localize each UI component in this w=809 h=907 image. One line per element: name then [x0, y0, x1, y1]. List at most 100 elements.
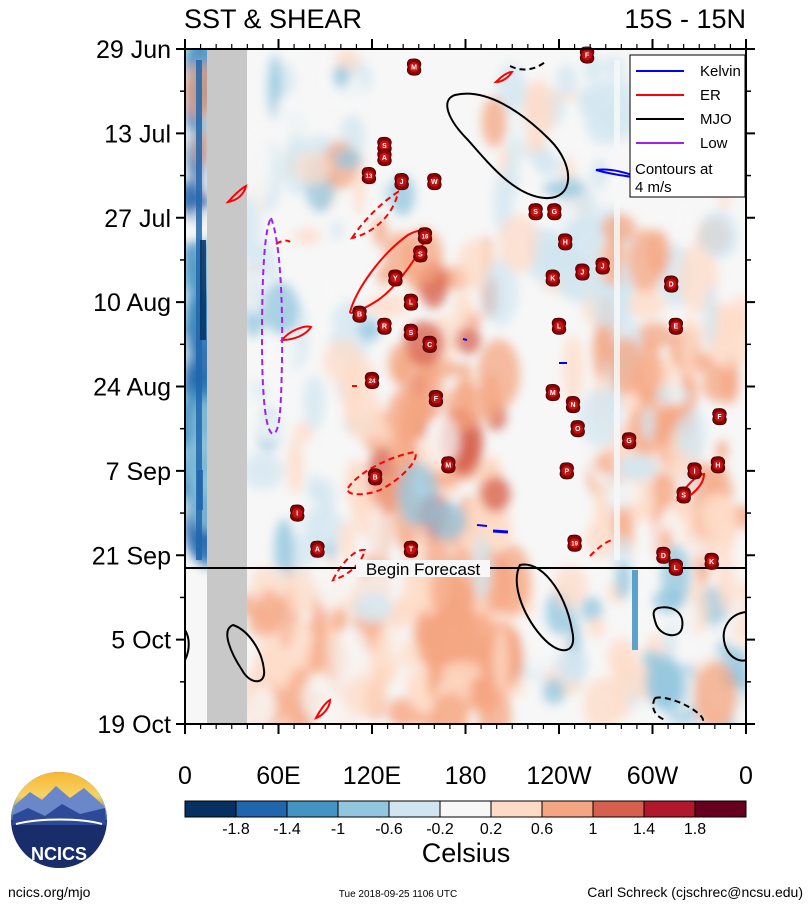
cyclone-marker: M: [406, 58, 422, 76]
cyclone-label: A: [382, 155, 387, 162]
cyclone-label: R: [382, 324, 387, 331]
cyclone-marker: S: [403, 323, 419, 341]
cyclone-label: M: [411, 65, 417, 72]
anomaly-streak: [196, 60, 202, 560]
anomaly-blob: [669, 366, 684, 406]
anomaly-blob: [300, 674, 344, 724]
y-tick-label: 10 Aug: [93, 289, 171, 317]
kelvin-contour: [462, 338, 468, 341]
anomaly-blob: [296, 151, 332, 185]
cyclone-label: L: [409, 300, 414, 307]
cyclone-marker: T: [403, 540, 419, 558]
region-label: 15S - 15N: [624, 4, 746, 34]
anomaly-blob: [651, 471, 677, 509]
anomaly-streak: [200, 240, 206, 340]
cyclone-label: S: [533, 209, 538, 216]
cyclone-marker: C: [422, 335, 437, 353]
anomaly-streak: [614, 60, 620, 560]
cyclone-marker: I: [290, 504, 305, 522]
cyclone-label: E: [674, 324, 679, 331]
colorbar-cell: [439, 800, 492, 818]
er-contour: [331, 548, 367, 582]
cyclone-marker: I: [687, 462, 702, 480]
colorbar-cell: [490, 800, 543, 818]
anomaly-blob: [483, 257, 518, 326]
anomaly-blob: [481, 96, 507, 147]
cyclone-marker: O: [570, 420, 585, 438]
anomaly-blob: [590, 157, 608, 191]
cyclone-marker: Y: [388, 269, 403, 287]
cyclone-label: B: [357, 312, 362, 319]
cyclone-marker: S: [528, 203, 543, 221]
anomaly-blob: [524, 132, 547, 153]
anomaly-blob: [498, 214, 540, 273]
cyclone-label: M: [550, 390, 556, 397]
anomaly-blob: [332, 65, 350, 87]
kelvin-contour: [476, 524, 488, 527]
anomaly-blob: [427, 416, 460, 466]
cyclone-label: J: [601, 263, 605, 270]
anomaly-blob: [397, 462, 439, 527]
cyclone-marker: J: [394, 173, 409, 191]
anomaly-blob: [452, 290, 473, 328]
anomaly-blob: [591, 324, 608, 380]
x-tick-label: 180: [445, 762, 487, 790]
anomaly-blob: [250, 412, 295, 443]
anomaly-blob: [371, 503, 385, 562]
cyclone-marker: L: [403, 293, 419, 311]
footer-author: Carl Schreck (cjschrec@ncsu.edu): [587, 884, 803, 900]
cyclone-label: S: [681, 492, 686, 499]
cyclone-label: P: [564, 468, 569, 475]
anomaly-blob: [621, 459, 653, 477]
colorbar-tick-label: -0.6: [375, 821, 403, 838]
anomaly-blob: [323, 339, 364, 385]
anomaly-blob: [640, 405, 656, 441]
legend-note-line2: 4 m/s: [635, 179, 672, 196]
cyclone-marker: R: [377, 317, 392, 335]
er-contour: [589, 539, 613, 557]
cyclone-label: S: [418, 251, 423, 258]
y-tick-label: 29 Jun: [96, 36, 171, 64]
anomaly-blob: [645, 653, 681, 709]
anomaly-blob: [594, 481, 608, 530]
cyclone-marker: 13: [361, 167, 377, 185]
cyclone-marker: S: [676, 486, 691, 504]
legend-label: Kelvin: [700, 63, 741, 80]
anomaly-blob: [248, 685, 277, 724]
cyclone-marker: B: [352, 305, 367, 323]
anomaly-blob: [242, 451, 284, 490]
cyclone-marker: F: [428, 390, 444, 408]
anomaly-blob: [675, 415, 693, 456]
anomaly-blob: [587, 616, 606, 639]
anomaly-blob: [315, 558, 334, 610]
footer-site: ncics.org/mjo: [8, 884, 91, 900]
x-tick-label: 120E: [343, 762, 401, 790]
anomaly-blob: [694, 660, 738, 724]
er-contour: [314, 698, 332, 720]
cyclone-label: I: [694, 468, 696, 475]
cyclone-marker: P: [559, 462, 574, 480]
y-tick-label: 13 Jul: [104, 120, 171, 148]
cyclone-label: M: [445, 462, 451, 469]
anomaly-blob: [487, 686, 512, 724]
cyclone-marker: G: [621, 432, 637, 450]
colorbar-tick-label: 1.4: [633, 821, 655, 838]
colorbar: -1.8 -1.4 -1 -0.6 -0.2 0.2 0.6 1 1.4 1.8: [184, 800, 747, 838]
anomaly-blob: [670, 199, 697, 259]
cyclone-marker: A: [310, 540, 325, 558]
mjo-contour: [226, 623, 266, 683]
cyclone-label: Y: [393, 276, 398, 283]
anomaly-blob: [584, 518, 618, 559]
anomaly-blob: [338, 521, 356, 561]
legend-box: [629, 54, 746, 198]
colorbar-cell: [388, 800, 441, 818]
colorbar-tick-label: 0.2: [480, 821, 502, 838]
anomaly-blob: [371, 629, 394, 692]
legend-label: ER: [700, 87, 721, 104]
cyclone-label: O: [575, 426, 581, 433]
anomaly-blob: [413, 365, 444, 423]
cyclone-marker: 16: [417, 227, 433, 245]
anomaly-blob: [293, 227, 322, 245]
cyclone-label: T: [409, 547, 414, 554]
